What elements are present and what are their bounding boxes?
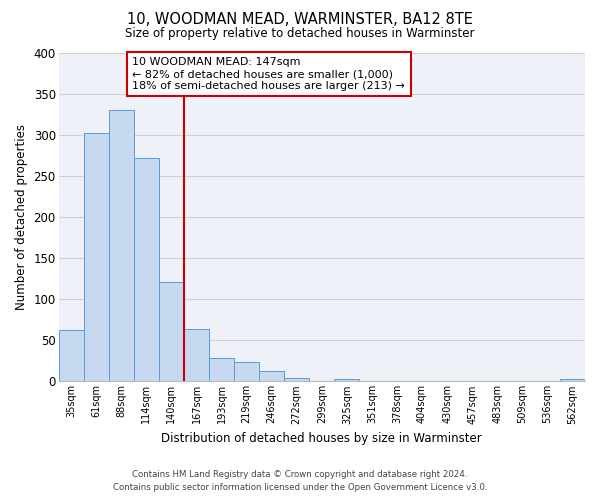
Text: Size of property relative to detached houses in Warminster: Size of property relative to detached ho… bbox=[125, 28, 475, 40]
Bar bbox=[560, 379, 585, 382]
Bar bbox=[259, 370, 284, 382]
Bar bbox=[59, 330, 83, 382]
Bar bbox=[184, 329, 209, 382]
Bar bbox=[284, 378, 309, 382]
Bar bbox=[109, 110, 134, 382]
Bar bbox=[83, 133, 109, 382]
Y-axis label: Number of detached properties: Number of detached properties bbox=[15, 124, 28, 310]
X-axis label: Distribution of detached houses by size in Warminster: Distribution of detached houses by size … bbox=[161, 432, 482, 445]
Text: Contains HM Land Registry data © Crown copyright and database right 2024.
Contai: Contains HM Land Registry data © Crown c… bbox=[113, 470, 487, 492]
Bar bbox=[209, 358, 234, 382]
Text: 10 WOODMAN MEAD: 147sqm
← 82% of detached houses are smaller (1,000)
18% of semi: 10 WOODMAN MEAD: 147sqm ← 82% of detache… bbox=[132, 58, 405, 90]
Bar bbox=[159, 282, 184, 382]
Bar bbox=[334, 379, 359, 382]
Text: 10, WOODMAN MEAD, WARMINSTER, BA12 8TE: 10, WOODMAN MEAD, WARMINSTER, BA12 8TE bbox=[127, 12, 473, 28]
Bar bbox=[134, 158, 159, 382]
Bar bbox=[234, 362, 259, 382]
